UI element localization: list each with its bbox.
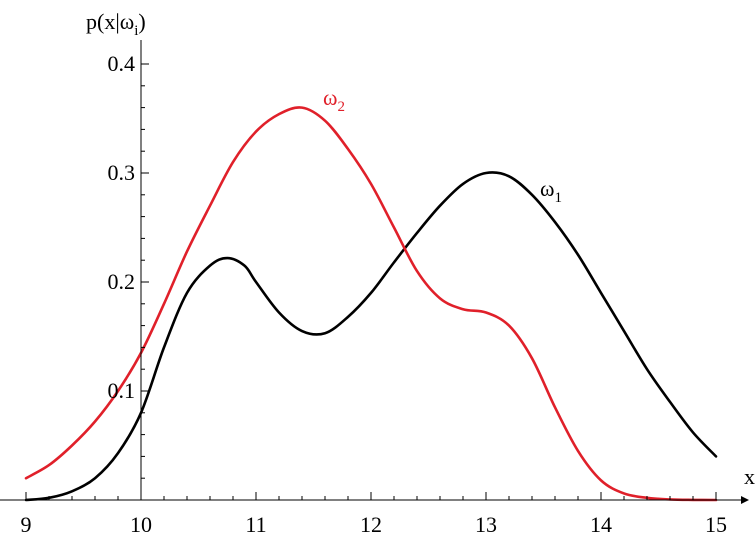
y-tick-label: 0.1: [108, 378, 136, 403]
series-label-omega-2: ω2: [323, 85, 345, 115]
x-tick-label: 13: [475, 512, 497, 537]
series-label-omega-2-sub: 2: [337, 99, 345, 115]
series-line-omega-1: [24, 171, 718, 502]
y-tick-label: 0.2: [108, 269, 136, 294]
x-tick-label: 10: [130, 512, 152, 537]
y-axis-label-close: ): [138, 9, 145, 34]
series-label-omega-1: ω1: [540, 176, 562, 206]
x-tick-label: 15: [705, 512, 727, 537]
x-tick-label: 11: [245, 512, 266, 537]
x-tick-label: 14: [590, 512, 612, 537]
x-tick-label: 12: [360, 512, 382, 537]
y-axis-label-sub: i: [134, 23, 138, 39]
x-axis-arrow: [741, 496, 749, 504]
y-tick-label: 0.3: [108, 160, 136, 185]
x-ticks: 9 10 11 12 13 14 15: [21, 492, 727, 537]
x-tick-label: 9: [21, 512, 32, 537]
y-axis-label: p(x|ωi): [86, 9, 146, 39]
series-label-omega-1-main: ω: [540, 176, 554, 201]
x-axis-label: x: [744, 464, 755, 489]
y-ticks: 0.1 0.2 0.3 0.4: [108, 51, 149, 479]
y-axis-label-main: p(x|ω: [86, 9, 134, 34]
series-label-omega-1-sub: 1: [554, 190, 562, 206]
y-tick-label: 0.4: [108, 51, 136, 76]
series-label-omega-2-main: ω: [323, 85, 337, 110]
